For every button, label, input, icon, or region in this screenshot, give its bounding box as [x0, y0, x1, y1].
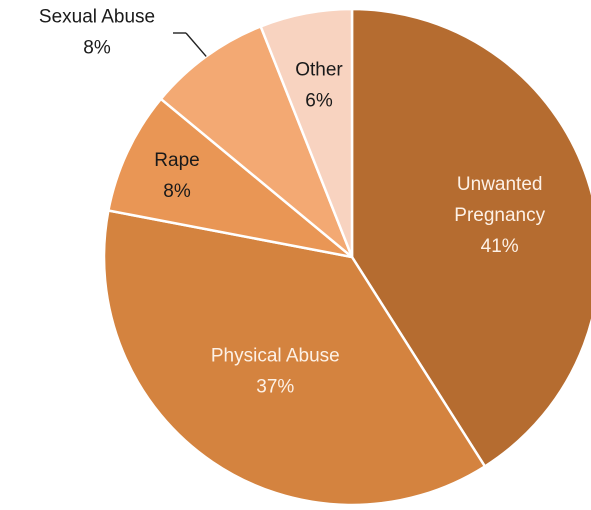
- category-label-unwanted-pregnancy: Pregnancy: [454, 205, 545, 226]
- pie-slice-physical-abuse: [102, 209, 487, 507]
- data-label-unwanted-pregnancy: 41%: [481, 236, 519, 257]
- pie-slice-other: [259, 7, 354, 258]
- data-label-sexual-abuse: 8%: [83, 38, 111, 59]
- pie-labels: Unwanted Pregnancy 41% Physical Abuse 37% Rap…: [39, 7, 546, 398]
- sexual-abuse-leader-line-segment: [185, 32, 207, 57]
- pie-slice-unwanted-pregnancy: [350, 7, 591, 469]
- pie-slice-rape: [106, 97, 353, 259]
- data-label-other: 6%: [305, 91, 333, 112]
- category-label-unwanted-pregnancy: Unwanted: [457, 174, 543, 195]
- category-label-physical-abuse: Physical Abuse: [211, 345, 340, 366]
- data-label-physical-abuse: 37%: [256, 376, 294, 397]
- data-label-rape: 8%: [163, 181, 191, 202]
- category-label-sexual-abuse: Sexual Abuse: [39, 7, 155, 28]
- category-label-rape: Rape: [154, 150, 199, 171]
- category-label-other: Other: [295, 60, 343, 81]
- pie-slices: [102, 7, 591, 507]
